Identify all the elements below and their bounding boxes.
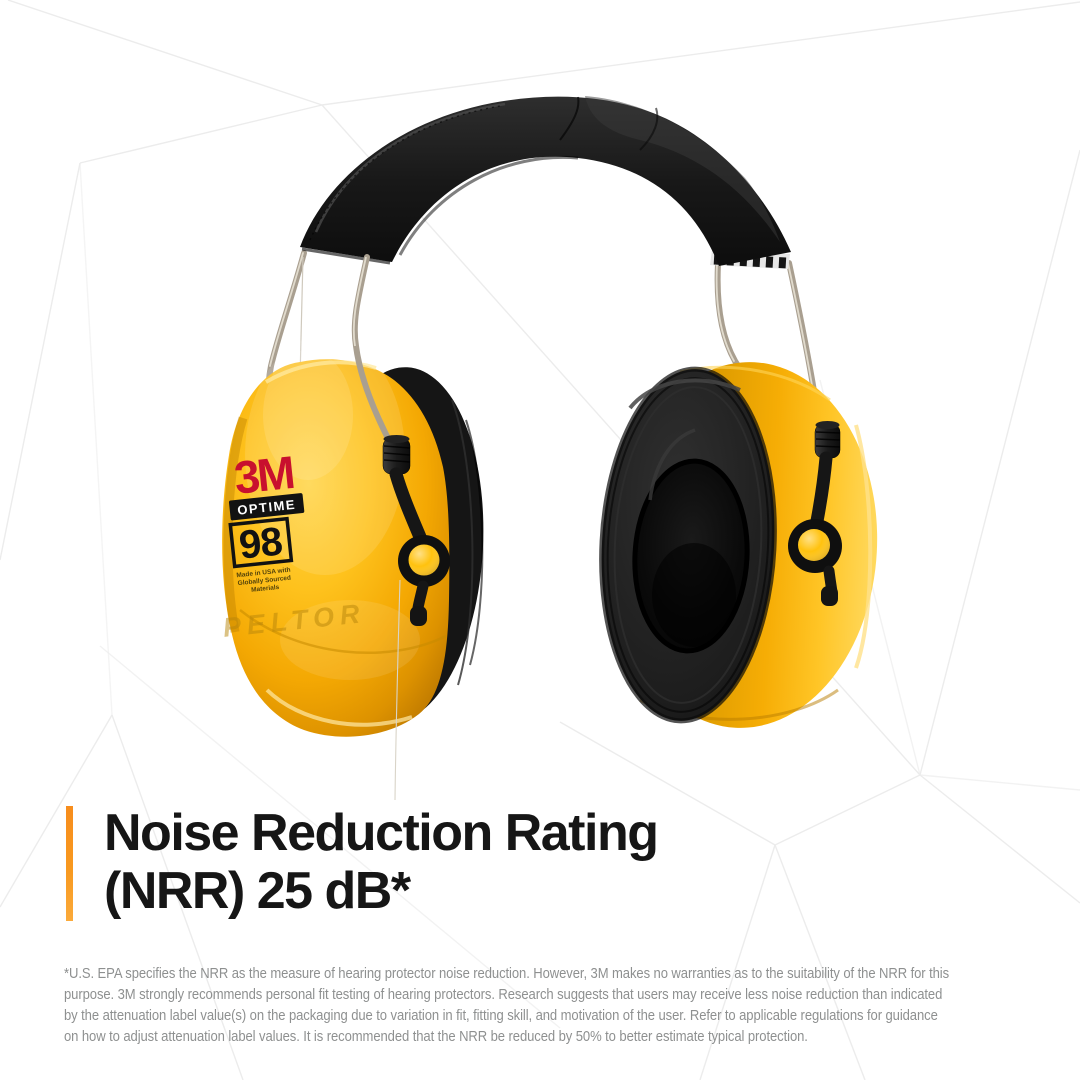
opening-depth-shadow (652, 543, 736, 647)
disclaimer-line: purpose. 3M strongly recommends personal… (64, 986, 943, 1003)
web-line (699, 844, 776, 1080)
headband (300, 96, 791, 269)
wire-highlight (269, 252, 304, 367)
web-line (774, 844, 866, 1080)
series-plate (228, 493, 305, 521)
wire-highlight (715, 263, 735, 362)
headline-line1: Noise Reduction Rating (104, 804, 659, 862)
disclaimer-line: *U.S. EPA specifies the NRR as the measu… (64, 965, 950, 982)
hanging-thread-front (394, 579, 401, 801)
web-line (774, 774, 921, 846)
headband-pad (300, 96, 791, 267)
series-label: OPTIME (237, 497, 297, 518)
web-line (111, 714, 244, 1080)
left-shell-shading (223, 335, 447, 727)
web-line (0, 714, 113, 908)
web-line (919, 774, 1080, 791)
page-title: Noise Reduction Rating (NRR) 25 dB* (104, 804, 659, 920)
model-box (228, 516, 294, 569)
left-cushion-ribs (451, 399, 484, 686)
opening-highlight (648, 428, 696, 501)
disclaimer-line: on how to adjust attenuation label value… (64, 1028, 808, 1045)
left-stem (382, 435, 450, 626)
headband-texture (301, 96, 780, 265)
disclaimer-line: by the attenuation label value(s) on the… (64, 1007, 938, 1024)
web-line (79, 104, 323, 164)
web-line (919, 774, 1080, 904)
origin-text-line3: Materials (251, 584, 280, 594)
brand-logo: 3M (232, 446, 296, 504)
web-line (7, 0, 323, 106)
disclaimer-text: *U.S. EPA specifies the NRR as the measu… (64, 963, 949, 1047)
headline-line2: (NRR) 25 dB* (104, 862, 411, 920)
ear-cup-left: 3M OPTIME 98 Made in USA with Globally S… (221, 254, 484, 737)
right-cushion-ribs (599, 366, 777, 724)
accent-bar (66, 806, 73, 921)
web-line (79, 162, 113, 716)
model-label: 98 (237, 519, 285, 567)
ear-cup-right (394, 362, 878, 801)
web-line (919, 149, 1080, 776)
right-stem (788, 421, 842, 606)
wire-highlight (787, 262, 815, 398)
web-line (0, 162, 81, 561)
web-line (559, 721, 776, 846)
web-line (99, 645, 561, 1029)
right-button-shade (798, 529, 830, 561)
web-line (321, 1, 1080, 106)
left-inner-wire (351, 254, 395, 449)
left-button-shade (408, 544, 440, 576)
